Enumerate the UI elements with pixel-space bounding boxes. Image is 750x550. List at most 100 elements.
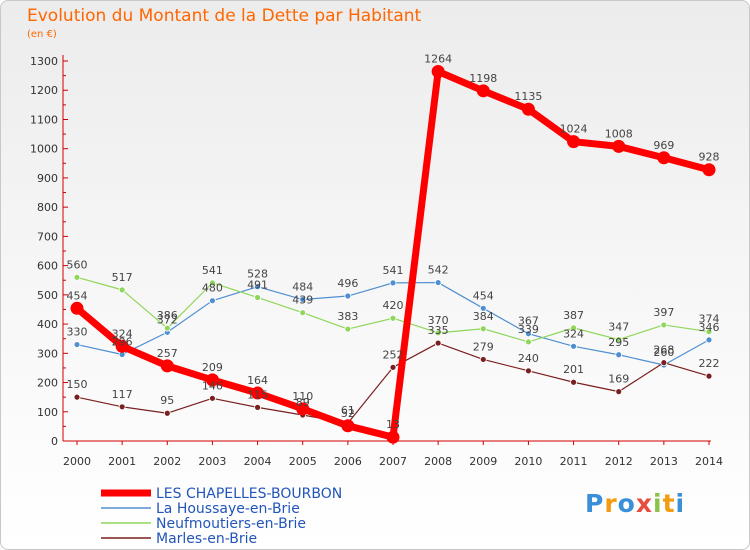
data-label: 279 [473, 340, 494, 353]
data-point [341, 419, 355, 433]
data-label: 541 [383, 264, 404, 277]
logo-letter: x [635, 489, 653, 518]
data-point [434, 279, 442, 286]
data-label: 1135 [514, 90, 542, 103]
unit-label: (en €) [27, 29, 57, 40]
legend-label: La Houssaye-en-Brie [156, 501, 300, 517]
data-point [115, 339, 129, 353]
data-point [344, 292, 352, 300]
data-point [160, 359, 174, 373]
data-point [299, 296, 307, 303]
data-label: 491 [247, 278, 268, 291]
data-label: 484 [292, 281, 313, 294]
data-point [434, 339, 442, 347]
data-label: 496 [337, 277, 358, 290]
data-point [705, 336, 713, 344]
data-point [570, 342, 577, 350]
data-label: 146 [202, 379, 223, 392]
data-point [521, 102, 535, 116]
data-label: 222 [699, 357, 720, 370]
data-label: 117 [112, 388, 133, 401]
data-label: 150 [67, 378, 88, 391]
data-label: 13 [386, 418, 400, 431]
data-point [657, 151, 671, 165]
x-tick-label: 2002 [153, 455, 181, 468]
data-label: 517 [112, 271, 133, 284]
data-label: 480 [202, 282, 223, 295]
data-label: 383 [337, 310, 358, 323]
y-tick-label: 800 [37, 201, 58, 214]
data-label: 374 [699, 313, 720, 326]
data-point [73, 273, 81, 281]
y-tick-label: 1300 [30, 55, 58, 68]
data-label: 560 [67, 258, 88, 271]
data-point [251, 386, 265, 400]
data-label: 367 [518, 315, 539, 328]
data-point [209, 394, 216, 402]
data-label: 324 [112, 327, 133, 340]
data-point [525, 338, 532, 346]
y-tick-label: 700 [37, 230, 58, 243]
y-tick-label: 1200 [30, 84, 58, 97]
logo-letter: P [585, 489, 605, 518]
data-label: 1008 [605, 127, 633, 140]
data-point [209, 279, 216, 287]
data-label: 201 [563, 363, 584, 376]
y-tick-label: 0 [51, 435, 58, 448]
data-point [386, 430, 400, 444]
x-tick-label: 2003 [198, 455, 226, 468]
y-tick-label: 900 [37, 172, 58, 185]
data-point [615, 388, 623, 396]
logo-letter: i [653, 489, 663, 518]
data-point [705, 328, 713, 336]
legend-label: Neufmoutiers-en-Brie [156, 516, 306, 532]
data-label: 397 [653, 306, 674, 319]
y-tick-label: 100 [37, 406, 58, 419]
data-label: 969 [653, 139, 674, 152]
data-point [73, 393, 81, 401]
data-label: 387 [563, 309, 584, 322]
data-label: 115 [247, 388, 268, 401]
data-point [254, 294, 261, 301]
data-label: 339 [518, 323, 539, 336]
data-label: 252 [383, 348, 404, 361]
data-point [476, 84, 490, 98]
data-label: 541 [202, 264, 223, 277]
data-point [296, 402, 310, 416]
x-tick-label: 2007 [379, 455, 407, 468]
data-label: 209 [202, 361, 223, 374]
data-point [479, 325, 487, 333]
data-label: 61 [341, 404, 355, 417]
data-point [479, 304, 487, 312]
data-point [118, 286, 126, 294]
data-label: 372 [157, 313, 178, 326]
y-tick-label: 500 [37, 289, 58, 302]
data-label: 295 [608, 336, 629, 349]
data-point [525, 367, 532, 375]
data-point [479, 356, 487, 363]
data-point [705, 372, 713, 380]
data-label: 324 [563, 327, 584, 340]
x-tick-label: 2000 [63, 455, 91, 468]
data-point [299, 309, 307, 317]
data-point [254, 403, 261, 411]
data-label: 928 [699, 151, 720, 164]
y-tick-label: 1000 [30, 143, 58, 156]
data-label: 347 [608, 321, 629, 334]
data-point [209, 297, 216, 305]
data-point [612, 139, 626, 153]
data-point [660, 359, 668, 367]
data-label: 110 [292, 390, 313, 403]
y-tick-label: 400 [37, 318, 58, 331]
legend-label: Marles-en-Brie [156, 531, 257, 547]
data-point [567, 135, 581, 149]
x-tick-label: 2014 [695, 455, 723, 468]
data-point [163, 324, 171, 332]
y-tick-label: 600 [37, 260, 58, 273]
data-point [431, 65, 445, 79]
y-tick-label: 200 [37, 377, 58, 390]
data-point [389, 363, 397, 371]
chart-title: Evolution du Montant de la Dette par Hab… [27, 6, 422, 26]
